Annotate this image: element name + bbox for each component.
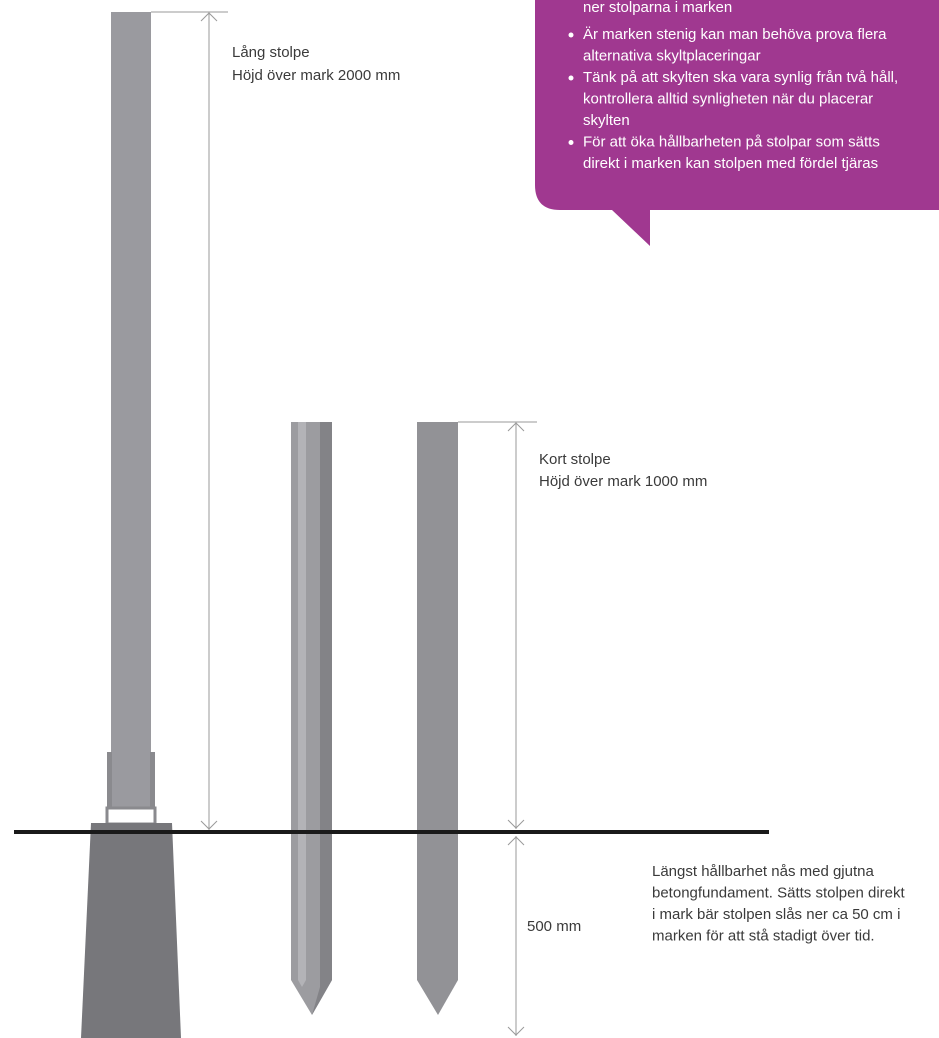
label: Höjd över mark 1000 mm [539,473,707,490]
long-post [111,12,151,812]
callout-text: ner stolparna i marken Är marken stenig k… [568,0,898,172]
ground-line [14,830,769,834]
dimension-short [458,421,537,1036]
callout-line: Är marken stenig kan man behöva prova fl… [583,26,887,43]
callout-line: alternativa skyltplaceringar [583,47,761,64]
bullet [568,75,574,81]
post-highlight [298,422,306,987]
callout-line: kontrollera alltid synligheten när du pl… [583,90,873,107]
label: Kort stolpe [539,451,611,468]
note-line: i mark bär stolpen slås ner ca 50 cm i [652,906,900,923]
bullet [568,140,574,145]
post-shadow [312,422,332,1015]
note-line: betongfundament. Sätts stolpen direkt [652,884,905,901]
post-bracket-inner [112,752,150,808]
callout-line: Tänk på att skylten ska vara synlig från… [583,69,898,86]
note-line: marken för att stå stadigt över tid. [652,927,875,944]
callout-line: direkt i marken kan stolpen med fördel t… [583,155,878,172]
callout-line: ner stolparna i marken [583,0,732,16]
bracket-bottom [105,806,157,826]
foundation [81,823,181,1038]
note-line: Längst hållbarhet nås med gjutna [652,863,874,880]
note: Längst hållbarhet nås med gjutna betongfu… [652,863,905,945]
bullet [568,32,574,38]
callout-line: För att öka hållbarheten på stolpar som … [583,133,880,150]
label: Höjd över mark 2000 mm [232,67,400,84]
label: Lång stolpe [232,44,310,61]
callout-line: skylten [583,112,630,129]
callout-box [535,0,939,246]
dimension-long [151,11,228,830]
label: 500 mm [527,918,581,935]
pointed-post [417,422,458,1015]
